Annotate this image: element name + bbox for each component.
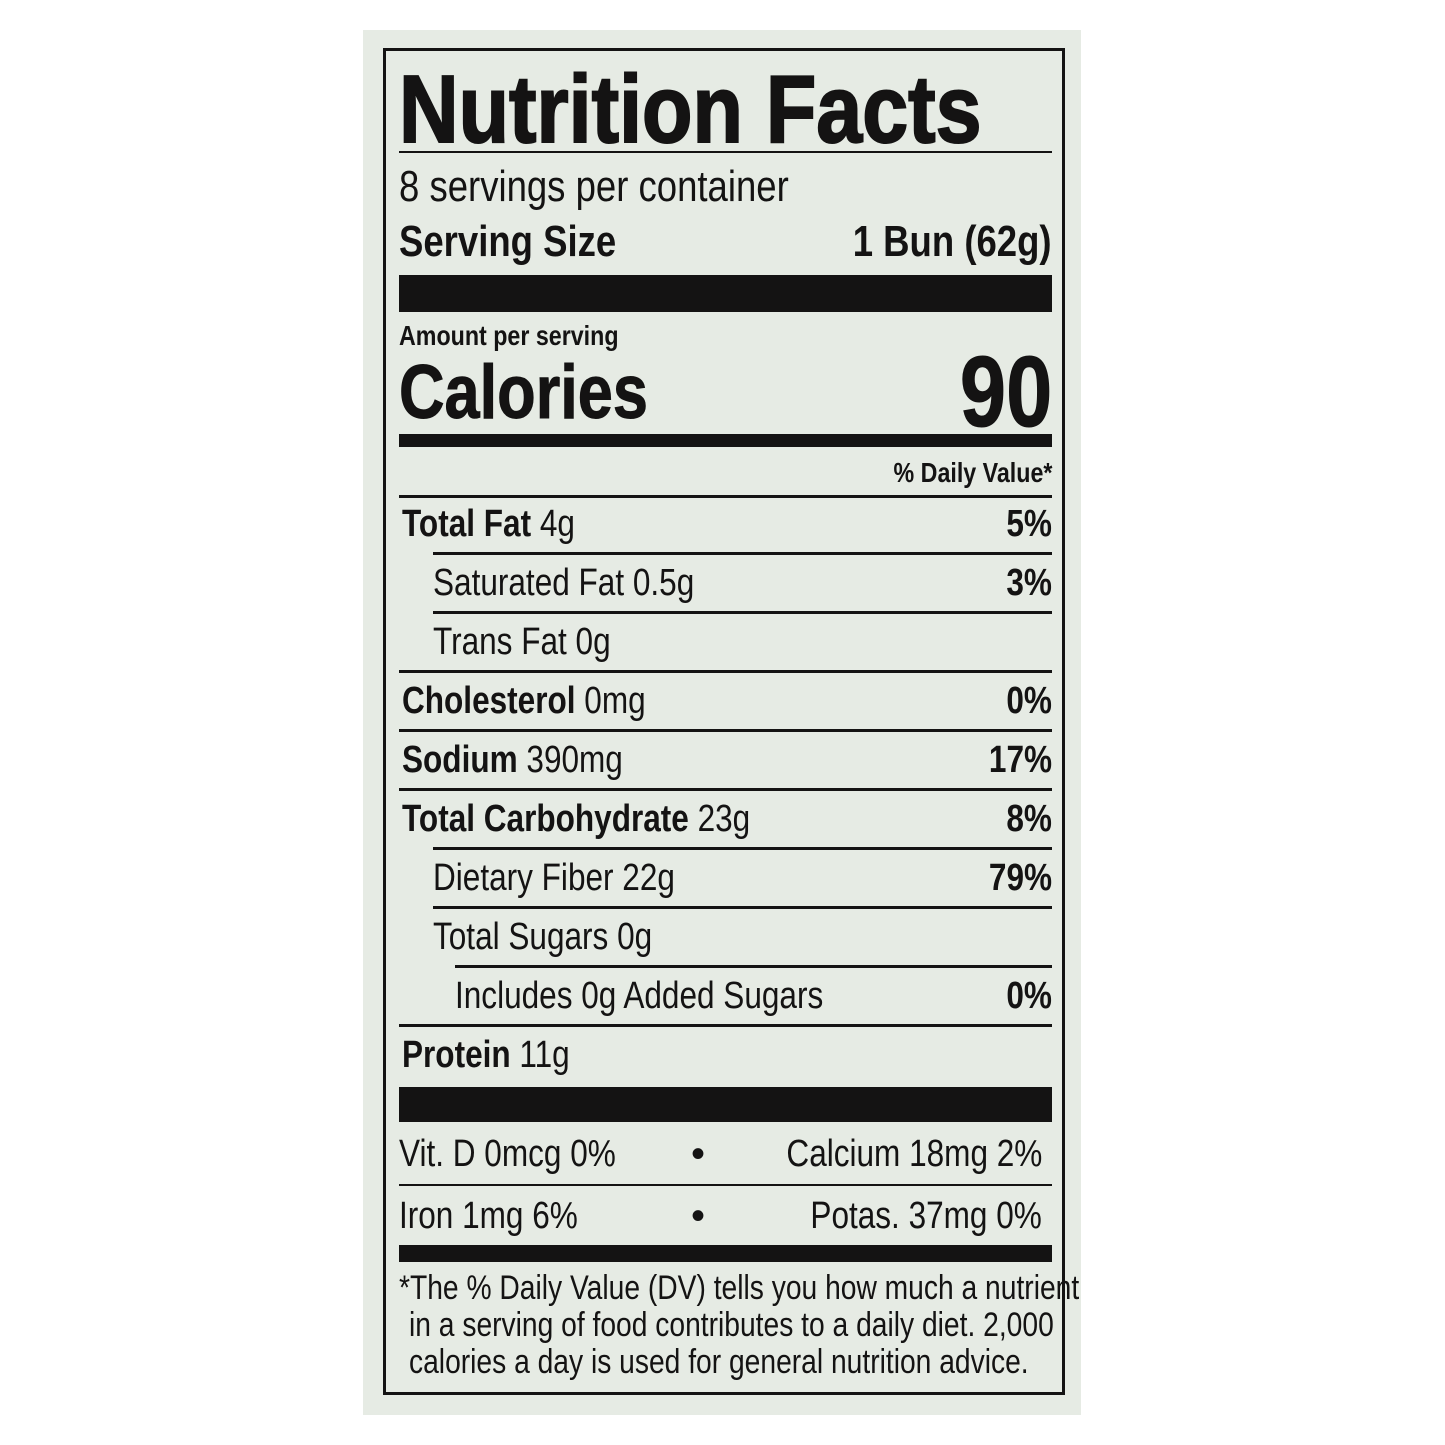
- nutrient-label: Protein 11g: [402, 1034, 570, 1077]
- divider: [455, 965, 1052, 968]
- divider: [399, 495, 1052, 498]
- nutrient-label: Saturated Fat 0.5g: [433, 562, 694, 605]
- divider: [433, 552, 1052, 555]
- nutrient-amount: 0g: [575, 621, 611, 663]
- nutrient-label: Sodium 390mg: [402, 739, 623, 782]
- calories-value: 90: [959, 335, 1052, 448]
- serving-size-label: Serving Size: [399, 217, 617, 266]
- nutrient-label: Total Fat 4g: [402, 503, 575, 546]
- bullet: •: [691, 1131, 706, 1176]
- thick-divider: [399, 1245, 1052, 1262]
- calories-label: Calories: [399, 349, 649, 435]
- servings-per-container: 8 servings per container: [399, 162, 789, 211]
- nutrient-row: Saturated Fat 0.5g 3%: [399, 555, 1052, 612]
- divider: [433, 611, 1052, 614]
- nutrient-daily-value: 8%: [1006, 798, 1052, 840]
- vitamin-row: Iron 1mg 6% • Potas. 37mg 0%: [399, 1186, 1052, 1246]
- thick-divider: [399, 1087, 1052, 1122]
- nutrient-daily-value: 0%: [1006, 975, 1052, 1017]
- serving-size-row: Serving Size 1 Bun (62g): [399, 217, 1052, 267]
- vitamin-right: Potas. 37mg 0%: [810, 1194, 1042, 1237]
- divider: [399, 788, 1052, 791]
- thick-divider: [399, 275, 1052, 312]
- divider: [399, 151, 1052, 153]
- nutrient-name: Saturated Fat: [433, 562, 625, 604]
- nutrient-row: Sodium 390mg 17%: [399, 732, 1052, 789]
- nutrient-row: Trans Fat 0g: [399, 614, 1052, 671]
- nutrient-name: Dietary Fiber: [433, 857, 614, 899]
- nutrient-label: Cholesterol 0mg: [402, 680, 646, 723]
- divider: [399, 1184, 1052, 1186]
- divider: [399, 670, 1052, 673]
- label-title: Nutrition Facts: [398, 56, 982, 163]
- nutrient-name: Protein: [402, 1034, 511, 1076]
- nutrient-daily-value: 79%: [988, 857, 1052, 899]
- nutrient-amount: 0g: [617, 916, 653, 958]
- nutrient-daily-value: 5%: [1006, 503, 1052, 545]
- nutrient-amount: 11g: [519, 1034, 570, 1076]
- nutrient-name: Includes 0g Added Sugars: [455, 975, 824, 1017]
- nutrient-label: Total Sugars 0g: [433, 916, 652, 959]
- nutrient-name: Total Sugars: [433, 916, 609, 958]
- vitamin-right: Calcium 18mg 2%: [786, 1132, 1042, 1175]
- nutrient-daily-value: 0%: [1006, 680, 1052, 722]
- vitamin-left: Vit. D 0mcg 0%: [399, 1132, 616, 1175]
- divider: [399, 1024, 1052, 1027]
- footnote: *The % Daily Value (DV) tells you how mu…: [399, 1269, 1080, 1381]
- daily-value-header: % Daily Value*: [893, 457, 1052, 488]
- nutrient-amount: 4g: [539, 503, 575, 545]
- medium-divider: [399, 434, 1052, 447]
- nutrient-daily-value: 17%: [988, 739, 1052, 781]
- calories-row: Calories 90: [399, 335, 1053, 448]
- nutrient-label: Total Carbohydrate 23g: [402, 798, 750, 841]
- nutrient-amount: 0mg: [584, 680, 646, 722]
- nutrient-name: Sodium: [402, 739, 518, 781]
- vitamin-left: Iron 1mg 6%: [399, 1194, 578, 1237]
- nutrient-label: Dietary Fiber 22g: [433, 857, 675, 900]
- nutrient-row: Includes 0g Added Sugars 0%: [399, 968, 1052, 1025]
- nutrient-name: Cholesterol: [402, 680, 576, 722]
- nutrient-label: Trans Fat 0g: [433, 621, 611, 664]
- nutrient-amount: 0.5g: [632, 562, 695, 604]
- divider: [433, 847, 1052, 850]
- nutrient-name: Total Carbohydrate: [402, 798, 689, 840]
- nutrient-amount: 22g: [622, 857, 675, 899]
- vitamin-row: Vit. D 0mcg 0% • Calcium 18mg 2%: [399, 1124, 1052, 1184]
- nutrient-daily-value: 3%: [1006, 562, 1052, 604]
- divider: [433, 906, 1052, 909]
- nutrient-row: Total Sugars 0g: [399, 909, 1052, 966]
- nutrient-row: Protein 11g: [399, 1027, 1052, 1084]
- nutrient-amount: 23g: [697, 798, 751, 840]
- label-border: [383, 48, 1065, 1395]
- nutrient-row: Dietary Fiber 22g 79%: [399, 850, 1052, 907]
- nutrient-name: Trans Fat: [433, 621, 567, 663]
- nutrient-name: Total Fat: [402, 503, 532, 545]
- bullet: •: [691, 1193, 706, 1238]
- serving-size-value: 1 Bun (62g): [853, 217, 1052, 266]
- divider: [399, 729, 1052, 732]
- nutrient-row: Total Fat 4g 5%: [399, 496, 1052, 553]
- amount-per-serving: Amount per serving: [399, 320, 619, 351]
- nutrient-amount: 390mg: [526, 739, 623, 781]
- nutrient-row: Cholesterol 0mg 0%: [399, 673, 1052, 730]
- nutrient-label: Includes 0g Added Sugars: [455, 975, 823, 1018]
- nutrient-row: Total Carbohydrate 23g 8%: [399, 791, 1052, 848]
